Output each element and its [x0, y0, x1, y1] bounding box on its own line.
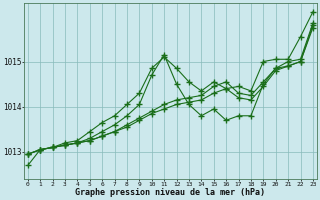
X-axis label: Graphe pression niveau de la mer (hPa): Graphe pression niveau de la mer (hPa): [75, 188, 265, 197]
